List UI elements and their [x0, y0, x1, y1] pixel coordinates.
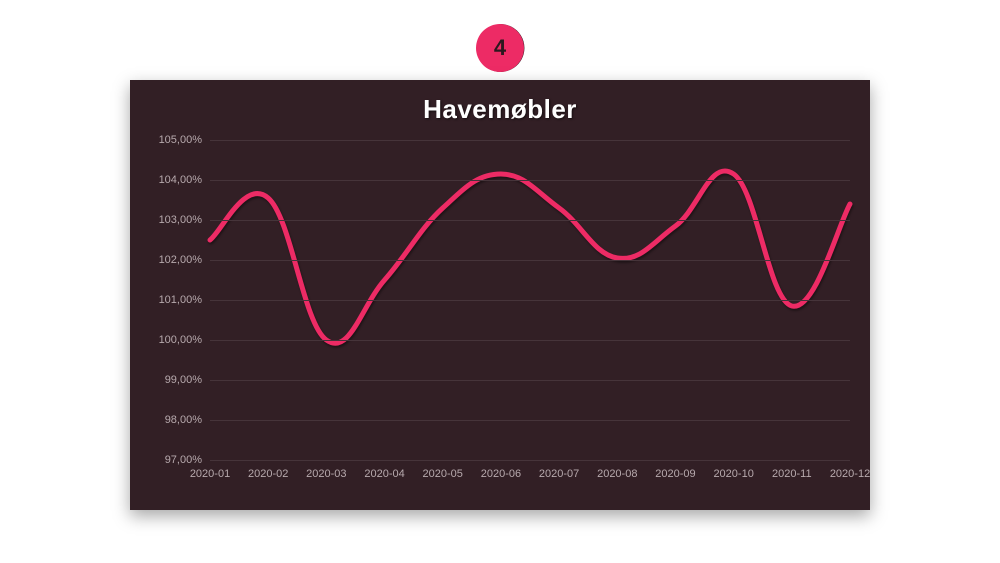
x-tick-label: 2020-03 — [306, 468, 346, 480]
grid-line — [210, 340, 850, 341]
grid-line — [210, 420, 850, 421]
grid-line — [210, 300, 850, 301]
x-tick-label: 2020-04 — [364, 468, 404, 480]
y-tick-label: 103,00% — [159, 214, 202, 226]
grid-line — [210, 380, 850, 381]
badge-number: 4 — [494, 35, 506, 61]
y-tick-label: 102,00% — [159, 254, 202, 266]
y-tick-label: 105,00% — [159, 134, 202, 146]
y-tick-label: 104,00% — [159, 174, 202, 186]
y-tick-label: 100,00% — [159, 334, 202, 346]
badge-circle: 4 — [476, 24, 524, 72]
grid-line — [210, 180, 850, 181]
grid-line — [210, 220, 850, 221]
line-series-path — [210, 171, 850, 343]
y-tick-label: 101,00% — [159, 294, 202, 306]
x-tick-label: 2020-01 — [190, 468, 230, 480]
chart-title: Havemøbler — [130, 80, 870, 125]
x-tick-label: 2020-06 — [481, 468, 521, 480]
x-tick-label: 2020-12 — [830, 468, 870, 480]
x-tick-label: 2020-09 — [655, 468, 695, 480]
x-tick-label: 2020-05 — [423, 468, 463, 480]
x-tick-label: 2020-02 — [248, 468, 288, 480]
plot-area: 97,00%98,00%99,00%100,00%101,00%102,00%1… — [210, 140, 850, 460]
y-tick-label: 99,00% — [165, 374, 202, 386]
x-axis: 2020-012020-022020-032020-042020-052020-… — [210, 460, 850, 490]
chart-panel: Havemøbler 97,00%98,00%99,00%100,00%101,… — [130, 80, 870, 510]
rank-badge: 4 — [476, 24, 524, 72]
grid-line — [210, 260, 850, 261]
x-tick-label: 2020-08 — [597, 468, 637, 480]
x-tick-label: 2020-07 — [539, 468, 579, 480]
badge-container: 4 — [0, 0, 1000, 72]
y-tick-label: 97,00% — [165, 454, 202, 466]
grid-line — [210, 140, 850, 141]
x-tick-label: 2020-11 — [772, 468, 812, 480]
y-tick-label: 98,00% — [165, 414, 202, 426]
x-tick-label: 2020-10 — [713, 468, 753, 480]
